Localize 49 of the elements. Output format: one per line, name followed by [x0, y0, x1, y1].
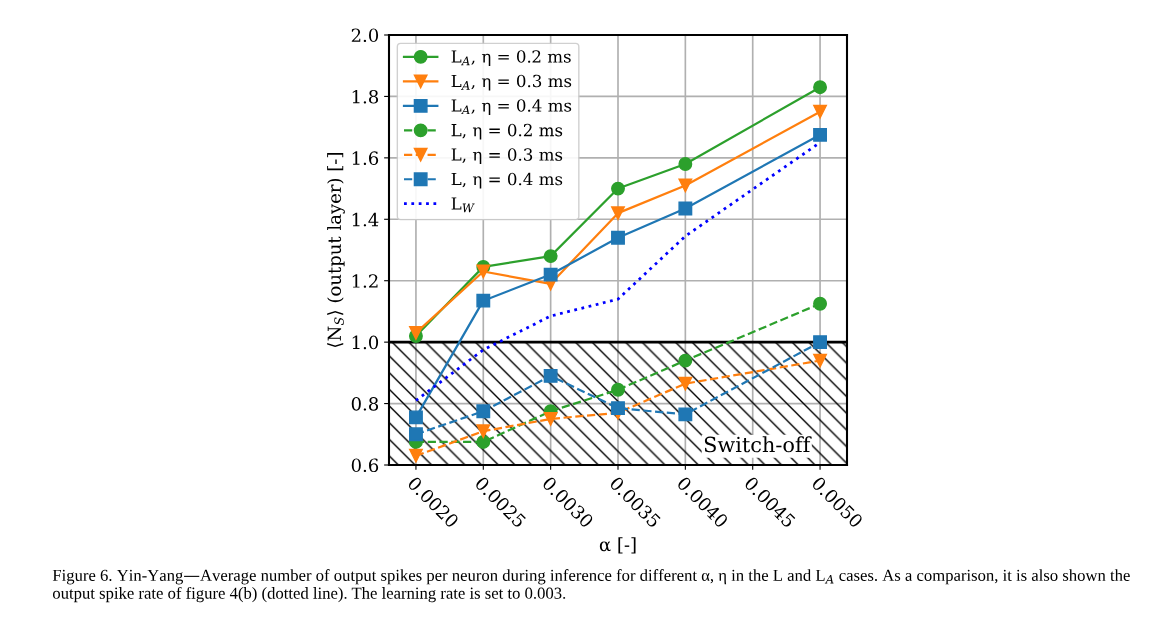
legend-label: L, η = 0.3 ms — [451, 148, 563, 165]
point — [543, 368, 558, 383]
point — [611, 181, 625, 196]
point — [476, 404, 491, 419]
y-tick-label: 1.8 — [352, 89, 379, 104]
y-tick-label: 1.4 — [352, 212, 379, 227]
y-tick-label: 1.2 — [352, 274, 378, 288]
text: Figure 6. Yin-Yang—Average number of output spikes per neuron during inference for different α, η in the L and L$_{A}$ cases. As a comparison, it is also shown the output spike rate of figure 4(b) (dotted line). The learning rate is set to 0.003. — [52, 569, 1130, 603]
point — [813, 335, 828, 350]
point — [813, 104, 828, 119]
band-label: Switch-off — [704, 436, 812, 453]
point — [543, 411, 558, 426]
point — [813, 296, 828, 311]
y-tick-label: 1.0 — [352, 335, 379, 350]
point — [813, 353, 828, 368]
point — [813, 80, 828, 95]
point — [678, 178, 693, 193]
legend-label: L$_{W}$ — [451, 197, 475, 213]
legend-label: L$_{A}$, η = 0.4 ms — [451, 99, 572, 115]
point — [408, 448, 423, 463]
point — [678, 157, 693, 171]
y-tick-label: 0.6 — [351, 458, 379, 473]
legend-label: L, η = 0.2 ms — [451, 123, 563, 140]
point — [678, 407, 693, 422]
y-tick-label: 1.6 — [352, 151, 379, 165]
point — [611, 382, 625, 397]
point — [611, 401, 625, 416]
point — [543, 267, 558, 282]
point — [678, 201, 693, 216]
legend-label: L$_{A}$, η = 0.3 ms — [451, 74, 572, 91]
point — [476, 435, 491, 449]
point — [408, 427, 423, 442]
point — [408, 325, 423, 340]
legend-label: L$_{A}$, η = 0.2 ms — [451, 50, 571, 66]
legend-label: L, η = 0.4 ms — [451, 172, 563, 189]
point — [678, 376, 693, 391]
point — [476, 264, 491, 279]
point — [543, 249, 558, 264]
point — [678, 353, 693, 368]
y-tick-label: 2.0 — [351, 28, 379, 43]
y-tick-label: 0.8 — [351, 397, 379, 411]
point — [813, 127, 828, 142]
y-axis-title: ⟨N$_{S}$⟩ (output layer) [-] — [327, 153, 345, 347]
point — [476, 424, 491, 439]
x-axis-title: α [-] — [599, 537, 636, 554]
point — [476, 293, 491, 308]
point — [611, 206, 625, 221]
point — [408, 410, 423, 425]
point — [611, 230, 625, 245]
